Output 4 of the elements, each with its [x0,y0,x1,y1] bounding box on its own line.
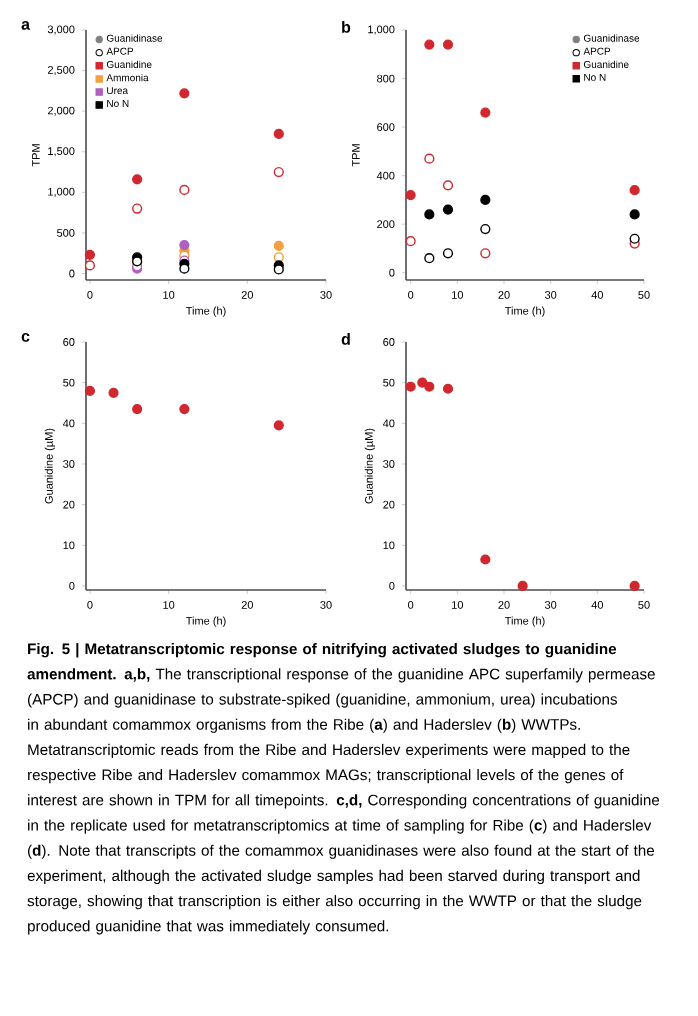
chart-title: d [341,333,350,345]
chart-title: c [21,333,30,342]
chart-title: a [21,21,31,30]
chart-title: b [342,21,351,33]
